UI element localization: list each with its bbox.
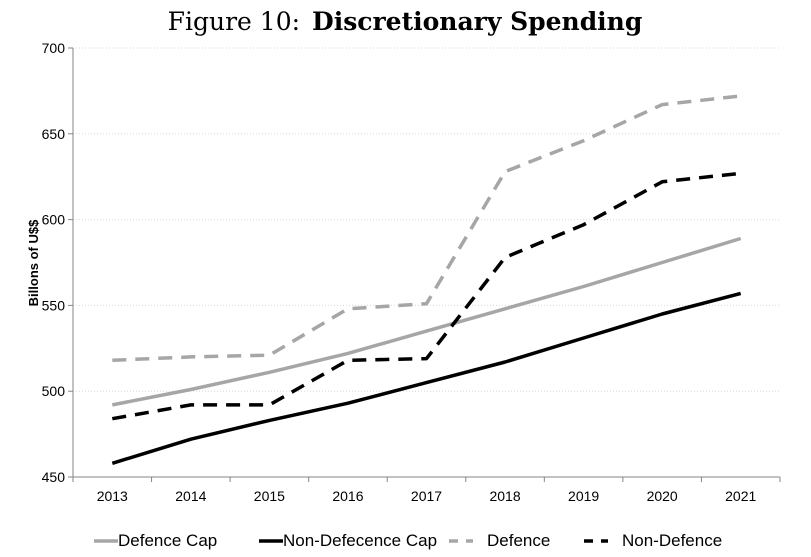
x-tick-label: 2020: [647, 488, 678, 504]
y-tick-label: 550: [42, 297, 66, 313]
x-tick-label: 2017: [411, 488, 442, 504]
series-line-defence-cap: [111, 236, 742, 407]
chart-title: Figure 10: Discretionary Spending: [168, 7, 643, 36]
x-tick-label: 2018: [489, 488, 520, 504]
legend-label: Defence Cap: [118, 531, 217, 550]
legend-item: Defence: [449, 531, 550, 550]
tick-labels: 450 500 550 600 650 700 2013 2014 2015 2016 2017 20…: [42, 40, 757, 504]
legend-label: Non-Defecence Cap: [283, 531, 437, 550]
x-tick-label: 2019: [568, 488, 599, 504]
series-line-non-defecence-cap: [111, 291, 742, 465]
gridlines: [73, 47, 780, 392]
series-lines: [111, 94, 742, 465]
axes: [68, 47, 781, 482]
y-tick-label: 650: [42, 126, 66, 142]
chart-title-main: Discretionary Spending: [312, 7, 642, 36]
series-line-defence: [112, 94, 741, 363]
legend-item: Non-Defence: [584, 531, 722, 550]
x-tick-label: 2021: [725, 488, 756, 504]
x-tick-label: 2016: [332, 488, 363, 504]
series-line-non-defence: [111, 171, 741, 421]
y-tick-label: 600: [42, 212, 66, 228]
y-axis-label: Billons of U$$: [26, 219, 41, 306]
legend-item: Non-Defecence Cap: [259, 531, 437, 550]
x-tick-label: 2014: [175, 488, 206, 504]
x-tick-label: 2013: [97, 488, 128, 504]
y-tick-label: 450: [42, 469, 66, 485]
x-tick-label: 2015: [254, 488, 285, 504]
y-tick-label: 500: [42, 383, 66, 399]
legend-item: Defence Cap: [94, 531, 217, 550]
legend: Defence Cap Non-Defecence Cap Defence Non-D…: [94, 531, 722, 550]
y-tick-label: 700: [42, 40, 66, 56]
legend-label: Defence: [487, 531, 550, 550]
legend-label: Non-Defence: [622, 531, 722, 550]
chart-title-prefix: Figure 10:: [168, 7, 300, 36]
